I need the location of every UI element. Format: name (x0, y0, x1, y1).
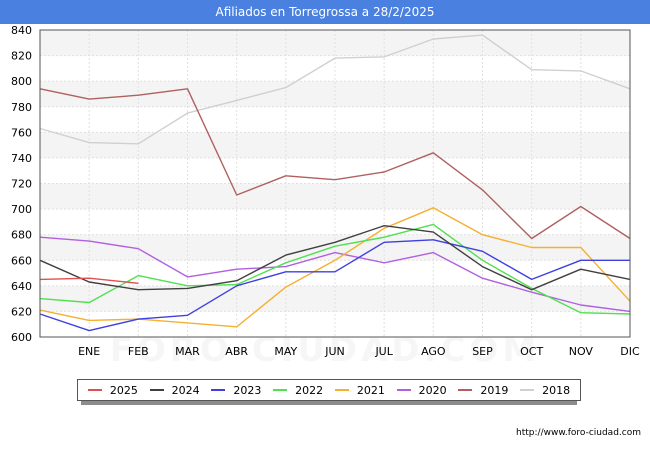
series-line-2024 (39, 224, 631, 291)
series-line-2025 (39, 277, 139, 284)
legend-item-2020: 2020 (396, 383, 447, 397)
x-tick-label: FEB (128, 345, 149, 358)
y-tick-label: 840 (11, 24, 32, 37)
legend-label: 2022 (295, 383, 324, 397)
x-tick-label: MAR (175, 345, 200, 358)
x-tick-label: JUL (374, 345, 393, 358)
legend-item-2024: 2024 (149, 383, 200, 397)
legend-item-2019: 2019 (458, 384, 508, 397)
legend-label: 2025 (109, 383, 138, 397)
legend-swatch (211, 389, 226, 391)
source-url: http://www.foro-ciudad.com (516, 428, 641, 438)
y-tick-label: 640 (11, 280, 32, 293)
series-line-2022 (39, 223, 631, 315)
legend-label: 2024 (171, 383, 200, 397)
series-line-2023 (39, 239, 630, 332)
y-axis-tick-labels: 600 620 640 660 680 700 720 740 760 780 800 820 840 (11, 24, 32, 344)
axis-frame (39, 29, 631, 338)
x-tick-label: AGO (421, 345, 446, 358)
series-line-2019 (39, 88, 631, 240)
y-tick-label: 600 (11, 331, 32, 344)
legend-label: 2020 (418, 383, 447, 397)
legend-label: 2021 (356, 383, 385, 397)
y-tick-label: 820 (11, 50, 32, 63)
series-lines (39, 34, 631, 332)
legend-swatch (520, 389, 535, 391)
series-line-2018 (39, 34, 631, 145)
plot-band (40, 132, 630, 158)
plot-band (40, 260, 630, 286)
x-axis-tick-labels: ENE FEB MAR ABR MAY JUN JUL AGO SEP OCT NOV DIC (78, 345, 640, 358)
y-tick-label: 700 (11, 203, 32, 216)
x-tick-label: MAY (274, 345, 297, 358)
y-tick-label: 620 (11, 305, 32, 318)
x-tick-label: ENE (78, 345, 100, 358)
legend-swatch (334, 389, 349, 391)
x-tick-label: JUN (324, 345, 345, 358)
legend-label: 2018 (542, 383, 571, 397)
legend-swatch (149, 389, 164, 391)
legend-swatch (87, 389, 102, 391)
x-tick-label: OCT (520, 345, 543, 358)
y-tick-label: 680 (11, 229, 32, 242)
legend-label: 2019 (480, 383, 509, 397)
legend: 2025 2024 2023 2022 2021 2020 2019 2018 (77, 379, 581, 401)
legend-item-2025: 2025 (87, 383, 138, 397)
y-tick-label: 800 (11, 75, 32, 88)
y-tick-label: 660 (11, 254, 32, 267)
legend-swatch (458, 389, 473, 391)
chart-title: Afiliados en Torregrossa a 28/2/2025 (0, 0, 650, 24)
x-tick-label: NOV (569, 345, 594, 358)
legend-label: 2023 (233, 383, 262, 397)
legend-item-2018: 2018 (520, 384, 570, 397)
legend-item-2022: 2022 (273, 384, 323, 397)
legend-swatch (273, 389, 288, 391)
y-tick-label: 740 (11, 152, 32, 165)
y-tick-label: 720 (11, 178, 32, 191)
legend-item-2021: 2021 (334, 383, 385, 397)
legend-swatch (396, 389, 411, 391)
x-tick-label: SEP (472, 345, 493, 358)
plot-frame (39, 29, 631, 338)
x-tick-label: ABR (225, 345, 248, 358)
y-tick-label: 780 (11, 101, 32, 114)
series-line-2020 (39, 236, 631, 313)
y-tick-label: 760 (11, 126, 32, 139)
x-tick-label: DIC (620, 345, 640, 358)
legend-item-2023: 2023 (211, 384, 261, 397)
